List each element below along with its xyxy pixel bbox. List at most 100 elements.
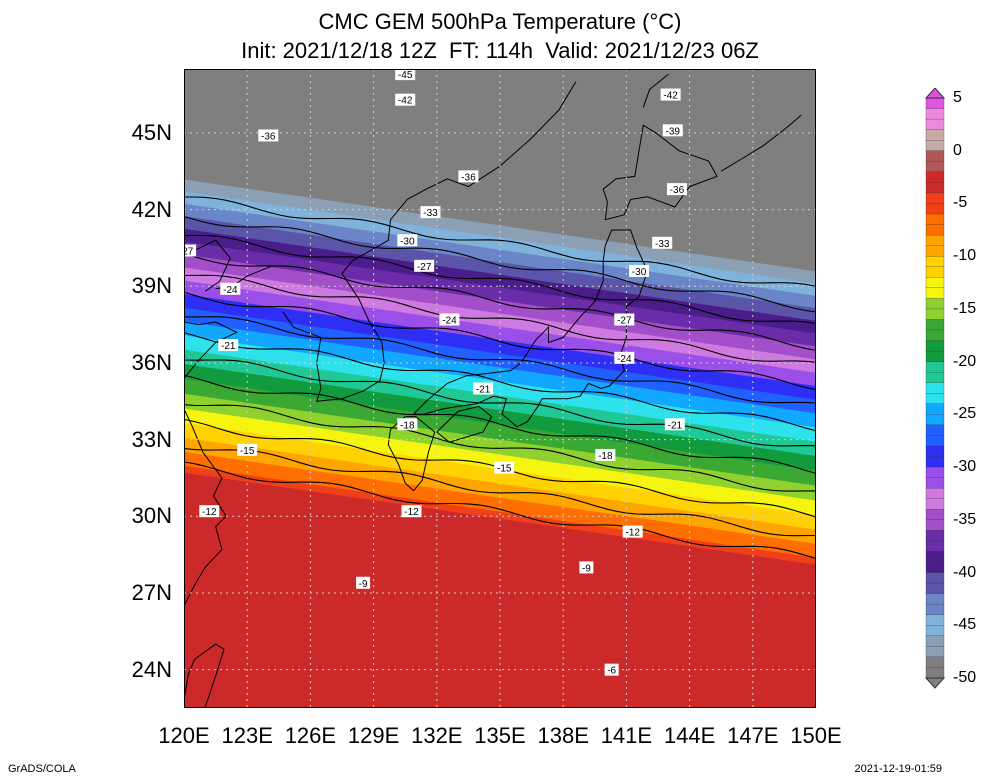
colorbar-swatch <box>925 266 945 278</box>
svg-text:-24: -24 <box>223 285 238 296</box>
colorbar-swatch <box>925 234 945 247</box>
contour-label: -12 <box>622 525 643 539</box>
footer-timestamp: 2021-12-19-01:59 <box>854 763 942 775</box>
colorbar-swatch <box>925 340 945 352</box>
colorbar-swatch <box>925 656 945 669</box>
colorbar-swatch <box>925 192 945 205</box>
coastline <box>184 643 225 708</box>
contour-line <box>184 234 816 324</box>
svg-text:-45: -45 <box>398 70 413 81</box>
contour-label: -36 <box>666 183 687 196</box>
colorbar-max-arrow <box>924 88 946 99</box>
svg-text:-9: -9 <box>359 579 368 590</box>
colorbar-swatch <box>925 414 945 426</box>
colorbar-swatch <box>925 298 945 310</box>
contour-label: -24 <box>614 351 635 365</box>
colorbar-tick-label: -45 <box>953 616 977 634</box>
svg-text:-24: -24 <box>442 315 457 326</box>
colorbar-swatch <box>925 435 945 447</box>
svg-text:-36: -36 <box>261 131 276 142</box>
colorbar-swatch <box>925 456 945 468</box>
latitude-tick-label: 36N <box>131 349 172 375</box>
colorbar-swatch <box>925 108 945 120</box>
contour-label: -21 <box>664 418 685 431</box>
longitude-tick-label: 126E <box>284 723 337 748</box>
contour-label: -21 <box>473 382 494 396</box>
colorbar-min-arrow <box>924 677 946 689</box>
contour-label: -18 <box>397 418 418 431</box>
colorbar-tick-label: -25 <box>953 405 977 423</box>
latitude-tick-label: 24N <box>131 656 172 682</box>
colorbar-tick-label: -35 <box>953 510 977 528</box>
contour-line <box>184 404 816 492</box>
temperature-band <box>184 69 816 272</box>
colorbar-swatch <box>925 625 945 637</box>
svg-text:-27: -27 <box>417 262 432 273</box>
contour-label: -42 <box>660 88 681 102</box>
contour-label: -45 <box>395 69 416 81</box>
contour-label: -36 <box>458 170 479 183</box>
contour-label: -12 <box>401 505 422 518</box>
svg-text:-36: -36 <box>461 172 476 183</box>
svg-text:-12: -12 <box>202 507 217 518</box>
contour-line <box>184 374 816 474</box>
colorbar-swatch <box>925 393 945 405</box>
svg-text:-30: -30 <box>632 267 647 278</box>
colorbar-swatch <box>925 97 945 110</box>
colorbar-swatch <box>925 498 945 510</box>
contour-line <box>184 461 816 560</box>
coastline <box>387 416 436 492</box>
colorbar-swatch <box>925 319 945 331</box>
latitude-tick-label: 42N <box>131 196 172 222</box>
colorbar-swatch <box>925 667 945 679</box>
colorbar-tick-label: -30 <box>953 458 977 476</box>
colorbar-tick-label: 0 <box>953 141 962 159</box>
svg-text:-33: -33 <box>655 239 670 250</box>
colorbar <box>924 88 946 689</box>
contour-label: -18 <box>595 448 616 462</box>
contour-line <box>184 359 816 447</box>
colorbar-swatch <box>925 350 945 363</box>
colorbar-tick-label: -40 <box>953 563 977 581</box>
coastline <box>436 405 493 443</box>
colorbar-swatch <box>925 403 945 416</box>
contour-label: -27 <box>414 259 435 273</box>
chart-title: CMC GEM 500hPa Temperature (°C) <box>318 9 682 34</box>
longitude-tick-label: 123E <box>221 723 273 748</box>
contour-label: -15 <box>494 461 515 475</box>
colorbar-swatch <box>925 308 945 321</box>
colorbar-tick-label: -5 <box>953 194 968 212</box>
colorbar-swatch <box>925 140 945 152</box>
colorbar-swatch <box>925 213 945 226</box>
chart-subtitle: Init: 2021/12/18 12Z FT: 114h Valid: 202… <box>241 38 759 63</box>
latitude-tick-label: 45N <box>131 119 172 145</box>
colorbar-swatch <box>925 540 945 553</box>
latitude-tick-label: 39N <box>131 273 172 299</box>
colorbar-swatch <box>925 572 945 584</box>
colorbar-tick-label: 5 <box>953 89 962 106</box>
colorbar-swatch <box>925 372 945 384</box>
latitude-tick-label: 30N <box>131 503 172 529</box>
colorbar-swatch <box>925 224 945 236</box>
svg-text:-39: -39 <box>666 126 681 137</box>
contour-line <box>184 291 816 391</box>
coastline <box>413 229 649 428</box>
colorbar-swatch <box>925 424 945 437</box>
latitude-tick-label: 33N <box>131 426 172 452</box>
svg-text:-12: -12 <box>625 528 640 539</box>
contour-label: -33 <box>652 236 673 250</box>
longitude-tick-label: 141E <box>600 723 653 748</box>
colorbar-swatch <box>925 551 945 563</box>
colorbar-swatch <box>925 635 945 648</box>
longitude-tick-label: 138E <box>537 723 589 748</box>
colorbar-tick-label: -20 <box>953 352 977 370</box>
svg-text:-18: -18 <box>400 420 415 431</box>
svg-text:-27: -27 <box>184 246 194 257</box>
colorbar-swatch <box>925 488 945 500</box>
contour-label: -21 <box>218 339 239 352</box>
colorbar-swatch <box>925 150 945 162</box>
svg-text:-21: -21 <box>221 341 236 352</box>
contour-line <box>184 215 816 313</box>
contour-line <box>184 316 816 404</box>
svg-text:-42: -42 <box>398 96 413 107</box>
